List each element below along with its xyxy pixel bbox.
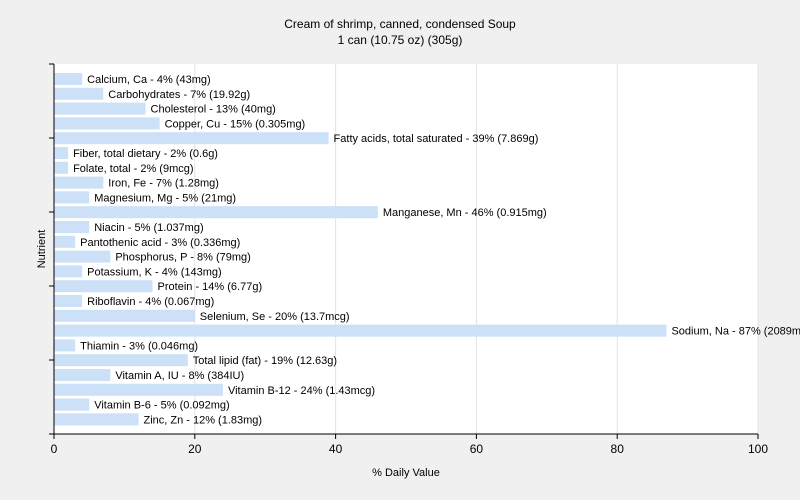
grid [194, 64, 759, 434]
x-tick-label-60: 60 [470, 442, 484, 456]
chart-title: Cream of shrimp, canned, condensed Soup [284, 17, 516, 31]
bar-label-7: Iron, Fe - 7% (1.28mg) [108, 178, 219, 190]
bar-label-21: Vitamin B-12 - 24% (1.43mcg) [228, 385, 375, 397]
bar-1 [54, 87, 104, 100]
bar-15 [54, 295, 83, 307]
bar-label-17: Sodium, Na - 87% (2089mg) [671, 326, 800, 338]
bar-label-23: Zinc, Zn - 12% (1.83mg) [143, 414, 262, 426]
bar-label-15: Riboflavin - 4% (0.067mg) [87, 296, 214, 308]
bar-label-19: Total lipid (fat) - 19% (12.63g) [193, 355, 337, 367]
bar-13 [54, 265, 83, 278]
bar-18 [54, 339, 76, 352]
bar-label-8: Magnesium, Mg - 5% (21mg) [94, 192, 236, 204]
x-tick-label-80: 80 [611, 442, 625, 456]
bar-label-9: Manganese, Mn - 46% (0.915mg) [383, 207, 547, 219]
x-tick-label-40: 40 [329, 442, 343, 456]
bar-10 [54, 221, 90, 233]
bar-label-11: Pantothenic acid - 3% (0.336mg) [80, 237, 240, 249]
bar-6 [54, 161, 69, 174]
bar-label-12: Phosphorus, P - 8% (79mg) [115, 252, 251, 264]
bar-label-1: Carbohydrates - 7% (19.92g) [108, 89, 250, 101]
bar-19 [54, 354, 188, 367]
bar-4 [54, 132, 329, 145]
bar-label-18: Thiamin - 3% (0.046mg) [80, 340, 198, 352]
bar-label-16: Selenium, Se - 20% (13.7mcg) [200, 311, 350, 323]
bar-23 [54, 413, 139, 426]
bar-16 [54, 309, 195, 322]
bar-14 [54, 280, 153, 293]
x-tick-label-20: 20 [188, 442, 202, 456]
x-tick-label-100: 100 [748, 442, 768, 456]
bar-label-0: Calcium, Ca - 4% (43mg) [87, 74, 210, 86]
bar-20 [54, 369, 111, 381]
bar-22 [54, 398, 90, 411]
bar-label-2: Cholesterol - 13% (40mg) [151, 104, 276, 116]
bar-label-3: Copper, Cu - 15% (0.305mg) [165, 118, 306, 130]
bar-label-14: Protein - 14% (6.77g) [158, 281, 263, 293]
bar-label-22: Vitamin B-6 - 5% (0.092mg) [94, 400, 230, 412]
bar-labels: Calcium, Ca - 4% (43mg) Carbohydrates - 7… [73, 74, 800, 426]
plot-background [54, 64, 758, 434]
bar-2 [54, 102, 146, 115]
chart-subtitle: 1 can (10.75 oz) (305g) [338, 33, 463, 47]
bar-3 [54, 117, 160, 130]
x-axis-label: % Daily Value [372, 467, 440, 479]
bars [54, 73, 667, 426]
x-tick-label-0: 0 [51, 442, 58, 456]
bar-7 [54, 176, 104, 189]
bar-label-6: Folate, total - 2% (9mcg) [73, 163, 193, 175]
bar-11 [54, 235, 76, 248]
bar-label-10: Niacin - 5% (1.037mg) [94, 222, 203, 234]
bar-5 [54, 147, 69, 159]
bar-label-5: Fiber, total dietary - 2% (0.6g) [73, 148, 218, 160]
bar-label-4: Fatty acids, total saturated - 39% (7.86… [334, 133, 539, 145]
bar-label-13: Potassium, K - 4% (143mg) [87, 266, 222, 278]
bar-label-20: Vitamin A, IU - 8% (384IU) [115, 370, 244, 382]
bar-0 [54, 73, 83, 85]
x-ticks: 0 20 40 60 80 100 [51, 434, 768, 456]
bar-12 [54, 250, 111, 263]
bar-21 [54, 383, 223, 396]
y-axis-label: Nutrient [36, 230, 48, 269]
bar-17 [54, 324, 667, 337]
bar-9 [54, 206, 378, 219]
axes [53, 64, 758, 435]
y-ticks [49, 63, 54, 435]
bar-8 [54, 191, 90, 204]
